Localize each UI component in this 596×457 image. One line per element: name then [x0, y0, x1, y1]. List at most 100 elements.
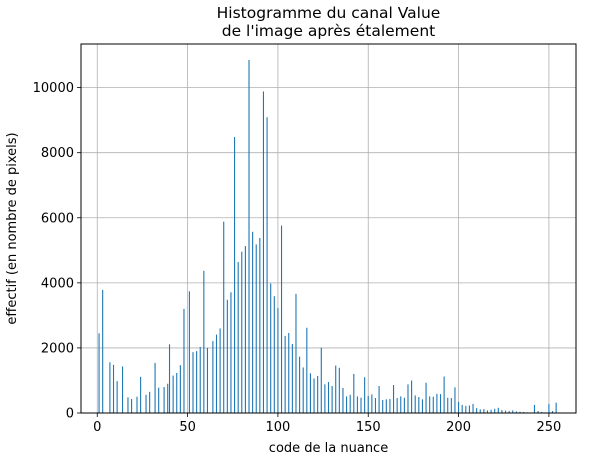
chart-title-line: de l'image après étalement — [222, 22, 435, 40]
grid — [81, 44, 576, 414]
histogram-bar — [421, 399, 423, 413]
histogram-bar — [248, 59, 250, 413]
histogram-bar — [317, 375, 319, 413]
histogram-bar — [116, 381, 118, 413]
histogram-bar — [313, 378, 315, 413]
histogram-bar — [374, 398, 377, 413]
histogram-bar — [295, 293, 297, 413]
histogram-bar — [443, 376, 445, 413]
histogram-bar — [450, 398, 452, 413]
histogram-bar — [199, 346, 201, 413]
histogram-bar — [414, 395, 416, 413]
histogram-bar — [158, 387, 160, 413]
histogram-bar — [212, 341, 214, 413]
y-tick-label: 2000 — [41, 341, 74, 356]
histogram-bar — [342, 387, 344, 413]
histogram-bar — [98, 333, 100, 413]
histogram-bar — [203, 270, 205, 413]
histogram-bar — [280, 225, 283, 413]
histogram-bar — [486, 410, 489, 413]
histogram-bar — [501, 410, 503, 413]
histogram-bar — [215, 334, 218, 413]
histogram-bar — [112, 364, 115, 413]
histogram-bar — [320, 347, 322, 413]
histogram-bar — [382, 399, 384, 413]
histogram-bar — [439, 394, 442, 413]
histogram-bar — [504, 410, 507, 413]
histogram-bar — [273, 296, 275, 413]
histogram-bar — [327, 382, 330, 413]
histogram-bar — [407, 384, 409, 413]
histogram-bar — [508, 411, 510, 413]
histogram-bar — [468, 405, 470, 413]
x-tick-label: 100 — [266, 420, 291, 435]
histogram-bar — [234, 137, 236, 414]
histogram-bar — [551, 411, 554, 413]
histogram-bar — [140, 376, 142, 413]
histogram-bar — [364, 377, 366, 413]
histogram-bar — [392, 385, 395, 413]
chart-title-line: Histogramme du canal Value — [217, 4, 441, 22]
histogram-bar — [163, 386, 165, 413]
histogram-bar — [188, 291, 190, 413]
histogram-bar — [515, 411, 517, 413]
x-axis-ticks: 0 50 100 150 200 250 — [93, 413, 561, 435]
histogram-bar — [335, 365, 337, 413]
histogram-bar — [176, 372, 178, 413]
histogram-bar — [367, 396, 369, 413]
histogram-bar — [291, 344, 293, 413]
histogram-bar — [465, 405, 467, 413]
histogram-bar — [436, 393, 438, 413]
histogram-bar — [109, 362, 111, 413]
histogram-bar — [483, 409, 485, 413]
histogram-bar — [324, 384, 326, 413]
histogram-bar — [172, 375, 174, 413]
y-tick-label: 10000 — [33, 81, 74, 96]
histogram-bar — [371, 394, 373, 413]
histogram-bar — [458, 401, 460, 413]
histogram-bar — [302, 367, 304, 413]
histogram-bar — [226, 299, 228, 413]
histogram-bar — [479, 409, 481, 413]
histogram-bar — [270, 283, 272, 413]
histogram-bar — [512, 410, 514, 413]
x-axis-label: code de la nuance — [269, 441, 388, 456]
histogram-bar — [353, 373, 355, 413]
histogram-bar — [476, 408, 478, 413]
histogram-bar — [167, 383, 169, 413]
histogram-bar — [259, 237, 261, 413]
histogram-bar — [494, 408, 496, 413]
histogram-bar — [454, 387, 456, 413]
histogram-bar — [252, 231, 254, 413]
x-tick-label: 0 — [93, 420, 101, 435]
histogram-bar — [237, 262, 239, 413]
y-tick-label: 8000 — [41, 146, 74, 161]
histogram-bar — [192, 352, 194, 413]
histogram-bar — [131, 399, 133, 413]
histogram-bar — [490, 409, 492, 413]
histogram-bar — [284, 335, 286, 413]
histogram-bar — [389, 399, 391, 413]
histogram-bar — [154, 362, 156, 413]
y-axis-label: effectif (en nombre de pixels) — [5, 132, 20, 324]
histogram-bar — [179, 365, 181, 413]
histogram-bar — [429, 396, 431, 413]
histogram-bar — [461, 404, 463, 413]
histogram-bar — [403, 397, 405, 413]
histogram-bar — [168, 344, 171, 413]
histogram-bar — [277, 307, 279, 413]
histogram-bar — [299, 356, 301, 413]
histogram-bar — [127, 397, 129, 413]
histogram-bar — [149, 391, 151, 413]
histogram-bar — [425, 382, 427, 413]
x-tick-label: 200 — [446, 420, 471, 435]
histogram-bar — [385, 399, 387, 413]
histogram-bar — [533, 404, 535, 413]
histogram-bar — [472, 403, 474, 413]
plot-frame — [80, 43, 577, 414]
histogram-bar — [136, 396, 138, 413]
histogram-bar — [447, 397, 449, 413]
histogram-bar — [360, 397, 362, 413]
